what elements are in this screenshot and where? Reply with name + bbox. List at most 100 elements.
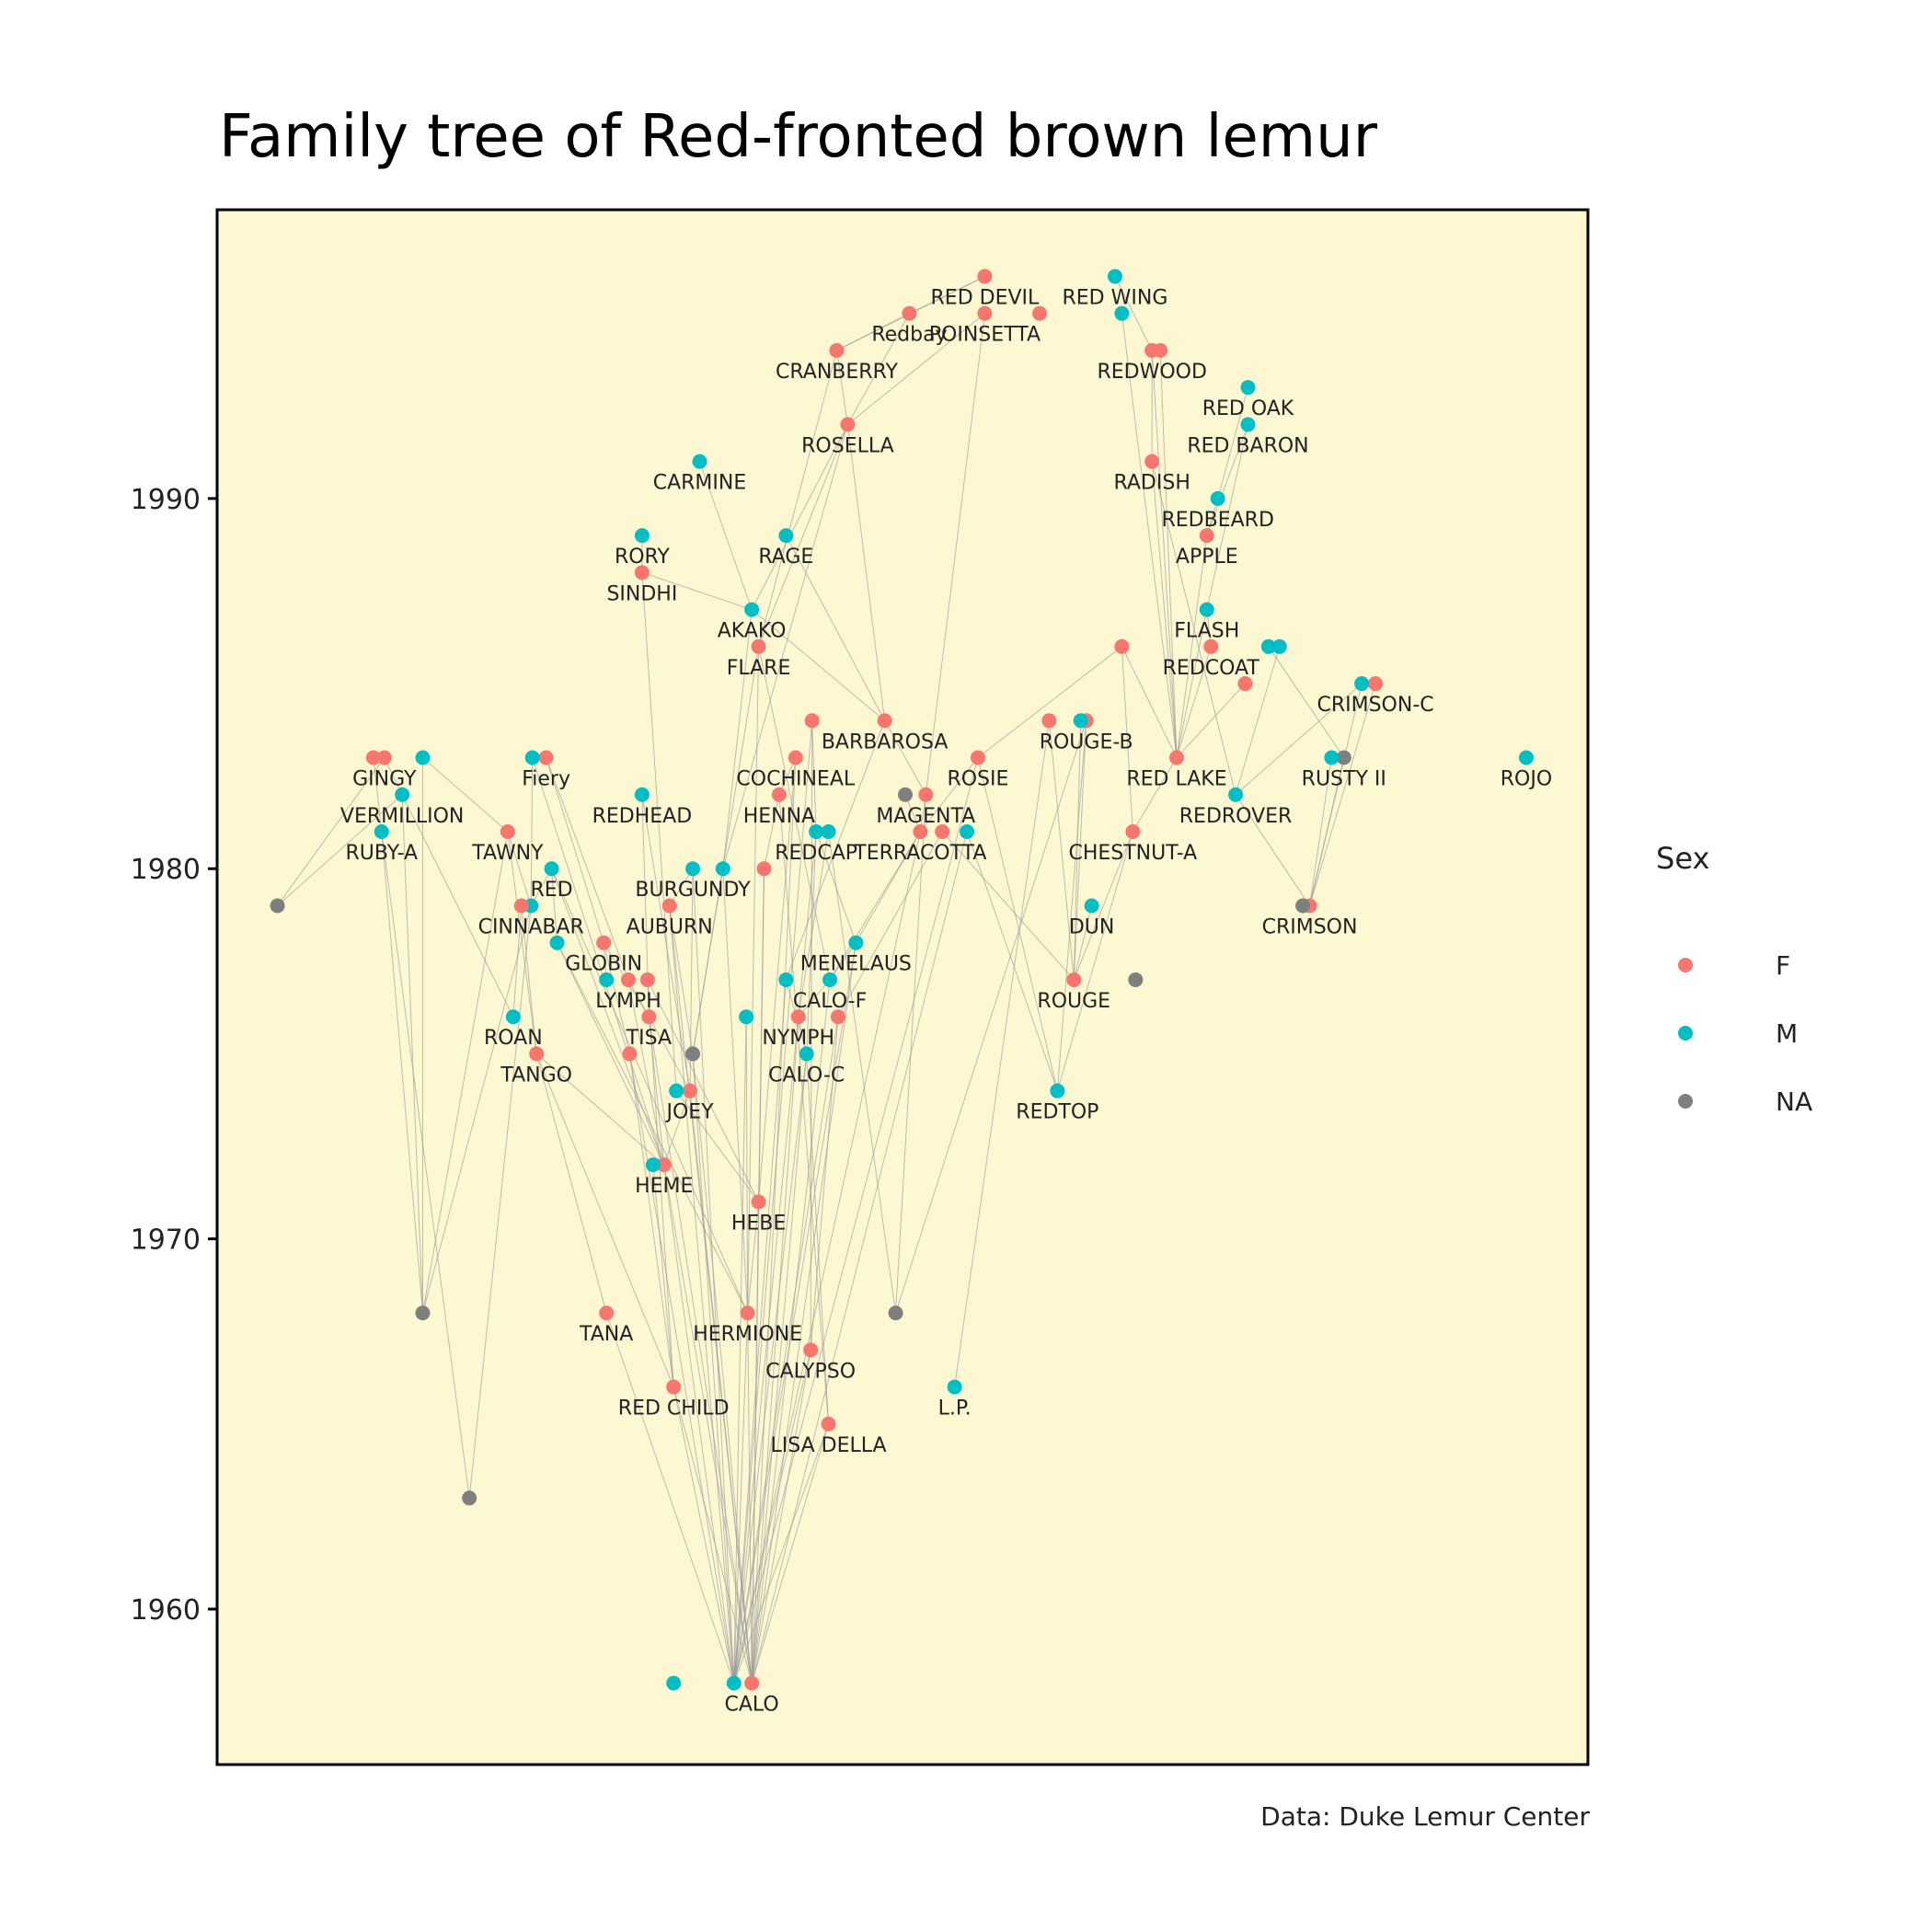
node-point	[596, 935, 612, 950]
legend-key-na	[1678, 1094, 1693, 1109]
edge	[751, 1350, 811, 1684]
edge	[722, 868, 749, 1314]
node-label: REDROVER	[1179, 805, 1293, 828]
edge	[1159, 350, 1178, 758]
node-label: CRIMSON-C	[1317, 694, 1433, 717]
y-tick-label: 1980	[131, 854, 201, 886]
edge	[647, 979, 759, 1202]
edge	[835, 350, 848, 425]
node-label: HEBE	[731, 1212, 786, 1235]
edge	[895, 720, 1087, 1314]
edge	[758, 424, 848, 647]
edge	[977, 757, 1058, 1091]
node-label: REDTOP	[1016, 1101, 1098, 1124]
edge	[603, 942, 630, 1054]
edge	[733, 1313, 749, 1684]
edge	[733, 720, 813, 1684]
edge	[277, 794, 403, 906]
edge	[977, 646, 1122, 758]
node-label: GINGY	[352, 768, 417, 791]
edge	[837, 831, 943, 1018]
node-label: MAGENTA	[876, 805, 975, 828]
node-point	[462, 1490, 477, 1506]
node-point	[970, 750, 985, 765]
edge	[605, 1312, 735, 1684]
edge	[733, 942, 857, 1684]
node-point	[897, 787, 913, 802]
node-label: RUSTY II	[1302, 768, 1386, 791]
node-point	[524, 750, 540, 765]
edge	[941, 831, 1075, 981]
node-point	[1114, 305, 1130, 321]
edge	[675, 1090, 759, 1202]
node-label: BURGUNDY	[635, 879, 751, 902]
edge	[925, 313, 985, 795]
node-point	[756, 861, 772, 877]
node-label: CALYPSO	[765, 1360, 856, 1383]
edge	[1073, 831, 1133, 981]
edge	[1206, 424, 1248, 610]
edge	[722, 424, 848, 869]
edge	[847, 313, 985, 425]
edge	[669, 905, 753, 1684]
edge	[733, 1017, 839, 1684]
node-point	[1107, 269, 1122, 284]
edge	[747, 1313, 753, 1684]
node-point	[641, 1009, 657, 1025]
node-label: TISA	[626, 1027, 672, 1050]
edge	[381, 831, 470, 1499]
node-label: HERMIONE	[693, 1323, 802, 1346]
edge	[507, 831, 532, 906]
node-point	[1144, 454, 1160, 469]
node-point	[1199, 528, 1214, 544]
y-tick-label: 1990	[131, 484, 201, 516]
node-point	[685, 861, 701, 877]
edge	[722, 609, 753, 869]
node-label: RED BARON	[1187, 434, 1308, 457]
node-point	[529, 1046, 545, 1062]
node-point	[1295, 898, 1311, 914]
edge	[966, 831, 1058, 1091]
node-point	[599, 1305, 615, 1321]
edge	[758, 646, 831, 981]
edge	[507, 831, 537, 1054]
edge	[652, 1165, 674, 1387]
edge	[733, 1423, 830, 1684]
node-label: FLARE	[727, 657, 791, 680]
edge	[733, 831, 921, 1684]
node-label: RAGE	[758, 546, 813, 569]
legend-label-f: F	[1776, 950, 1790, 981]
node-point	[888, 1305, 903, 1321]
node-point	[661, 898, 677, 914]
node-point	[1368, 676, 1384, 692]
edge	[468, 905, 532, 1499]
node-point	[1271, 638, 1287, 654]
edge	[747, 646, 760, 1314]
node-point	[739, 1009, 754, 1025]
node-point	[744, 602, 760, 617]
node-point	[740, 1305, 755, 1321]
node-label: ROSELLA	[801, 434, 894, 457]
edge	[1176, 535, 1208, 758]
edge	[798, 979, 831, 1018]
edge	[641, 572, 677, 1091]
node-label: RED LAKE	[1126, 768, 1226, 791]
node-label: TANA	[579, 1323, 633, 1346]
node-point	[415, 750, 431, 765]
node-label: SINDHI	[606, 582, 677, 605]
edge	[1235, 683, 1363, 796]
edge	[512, 905, 523, 1018]
node-label: RED	[530, 879, 572, 902]
edge	[641, 571, 753, 611]
edge	[1151, 350, 1178, 758]
node-label: APPLE	[1176, 546, 1238, 569]
node-label: MENELAUS	[800, 953, 912, 976]
node-point	[1073, 713, 1088, 729]
node-label: ROSIE	[947, 768, 1008, 791]
node-point	[505, 1009, 521, 1025]
edge	[954, 720, 1050, 1387]
node-point	[771, 787, 787, 802]
node-point	[1203, 638, 1219, 654]
node-point	[692, 454, 707, 469]
edge	[1073, 720, 1087, 980]
